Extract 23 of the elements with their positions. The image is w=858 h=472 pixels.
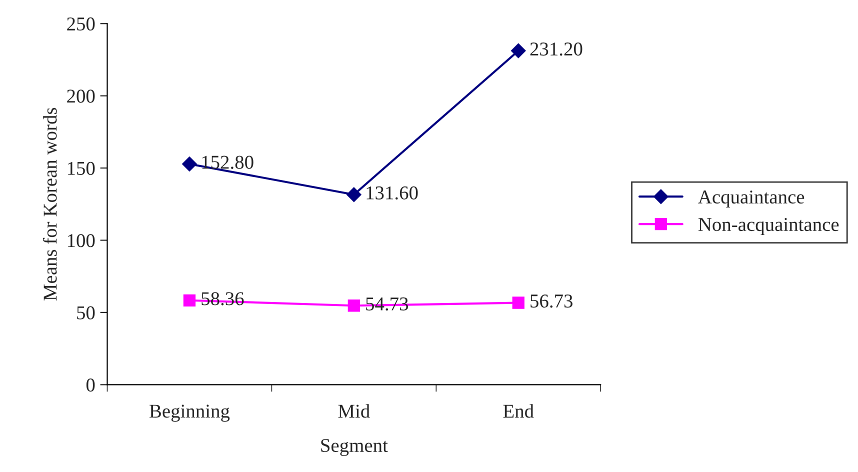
data-label: 152.80 [202,156,254,169]
legend-label: Acquaintance [698,190,804,208]
point [512,296,524,309]
data-label: 231.20 [530,42,582,56]
point [346,187,362,202]
y-axis-title: Means for Korean words [42,108,57,301]
data-label: 131.60 [366,186,418,200]
y-tick-label: 0 [86,378,95,392]
legend-label: Non-acquaintance [698,218,839,236]
data-label: 56.73 [530,294,572,308]
point [510,43,526,58]
point [348,300,360,312]
point [182,156,197,172]
y-tick-label: 200 [67,90,95,103]
x-tick-label: End [503,404,534,418]
y-tick-label: 250 [67,17,95,31]
point [183,294,196,306]
x-axis-title: Segment [321,438,388,456]
y-tick-label: 150 [68,162,95,175]
y-tick-label: 100 [68,234,95,248]
y-tick-label: 50 [77,306,95,320]
x-tick-label: Beginning [150,404,230,422]
x-tick-label: Mid [338,404,370,418]
